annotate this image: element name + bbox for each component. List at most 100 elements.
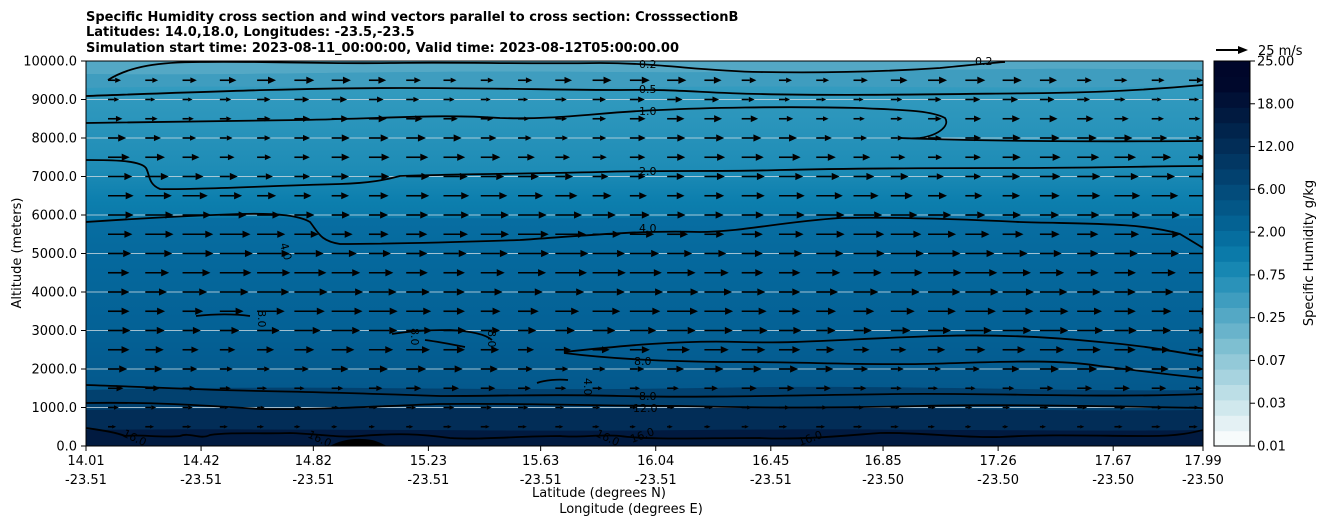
wind-arrow-head [1011, 365, 1020, 373]
wind-arrow-head [1163, 307, 1172, 315]
wind-vectors [108, 76, 1214, 429]
wind-arrow-head [264, 96, 271, 103]
wind-arrow-head [297, 405, 302, 410]
wind-arrow-head [380, 134, 389, 142]
wind-arrow-head [1127, 307, 1136, 315]
wind-arrow-head [977, 76, 986, 84]
wind-arrow-head [530, 307, 539, 315]
contour-line [424, 339, 466, 348]
wind-arrow-head [454, 365, 463, 373]
quiver-key-label: 25 m/s [1258, 44, 1303, 59]
wind-arrow-head [1165, 288, 1174, 296]
wind-arrow-head [974, 192, 983, 200]
wind-arrow-head [228, 346, 236, 353]
wind-arrow-head [1156, 424, 1161, 429]
wind-arrow-head [525, 77, 533, 84]
wind-arrow-head [458, 249, 467, 258]
wind-arrow-head [616, 288, 625, 296]
wind-arrow-head [1012, 192, 1021, 200]
wind-arrow-head [260, 424, 265, 429]
wind-arrow-head [754, 230, 763, 238]
contour-label: 12.0 [633, 402, 658, 415]
wind-arrow-head [750, 115, 759, 123]
wind-arrow-head [541, 249, 550, 258]
wind-arrow-head [561, 386, 567, 391]
wind-arrow-head [226, 135, 233, 141]
wind-arrow-head [1193, 424, 1198, 429]
wind-arrow-head [271, 326, 280, 335]
wind-arrow-head [822, 405, 828, 410]
wind-arrow-head [341, 153, 350, 161]
wind-arrow-head [1025, 307, 1034, 315]
contour-line [86, 427, 1203, 440]
wind-arrow-head [638, 115, 646, 122]
wind-arrow-head [826, 346, 835, 354]
colorbar-tick-label: 12.00 [1257, 140, 1294, 155]
wind-arrow-head [121, 307, 130, 315]
wind-arrow-head [716, 172, 725, 181]
y-tick-label: 1000.0 [32, 401, 78, 416]
wind-arrow-head [1172, 211, 1181, 219]
y-tick-label: 5000.0 [32, 247, 78, 262]
contour-line [536, 378, 569, 384]
wind-arrow-head [485, 424, 490, 429]
wind-arrow-head [1206, 288, 1214, 295]
wind-arrow-head [897, 366, 904, 372]
wind-arrow-head [525, 385, 531, 391]
wind-arrow-head [795, 172, 804, 181]
wind-arrow-head [931, 405, 936, 410]
quiver-key-arrowhead [1238, 46, 1248, 54]
wind-arrow-head [638, 154, 646, 161]
contour-label: 0.5 [639, 83, 657, 96]
wind-arrow-head [1167, 172, 1176, 181]
wind-arrow-head [338, 385, 344, 391]
wind-arrow-head [914, 269, 923, 277]
wind-arrow-head [205, 249, 214, 258]
wind-arrow-head [205, 230, 214, 238]
wind-arrow-head [492, 153, 501, 161]
wind-arrow-head [451, 115, 458, 122]
wind-arrow-head [724, 326, 733, 335]
wind-arrow-head [757, 346, 766, 354]
wind-arrow-head [165, 230, 174, 238]
wind-arrow-head [1051, 211, 1060, 219]
wind-arrow-head [1012, 211, 1021, 219]
wind-arrow-head [449, 405, 455, 410]
wind-arrow-head [119, 365, 128, 373]
y-tick-label: 0.0 [56, 440, 77, 455]
wind-arrow-head [1130, 172, 1139, 181]
wind-arrow-head [676, 172, 685, 181]
x-tick-label-lat: 16.45 [752, 454, 789, 469]
wind-arrow-head [419, 230, 428, 238]
wind-arrow-head [563, 346, 571, 353]
wind-arrow-head [970, 386, 976, 391]
wind-arrow-head [911, 288, 920, 296]
contour-label: 8.0 [408, 328, 421, 346]
wind-arrow-head [488, 385, 496, 392]
wind-arrow-head [118, 134, 127, 142]
wind-arrow-head [342, 76, 351, 84]
x-tick-label-lat: 14.42 [182, 454, 219, 469]
wind-arrow-head [783, 424, 788, 429]
colorbar-segment [1214, 138, 1250, 154]
wind-arrow-head [1090, 230, 1099, 238]
wind-arrow-head [1132, 192, 1141, 200]
wind-arrow-head [715, 211, 724, 219]
wind-arrow-head [1163, 326, 1172, 335]
wind-arrow-head [113, 405, 119, 410]
wind-arrow-head [968, 405, 973, 410]
plot-area [86, 61, 1214, 446]
wind-arrow-head [456, 346, 465, 354]
wind-arrow-head [560, 405, 565, 410]
wind-arrow-head [595, 424, 600, 429]
contour-label: 8.0 [639, 390, 657, 403]
wind-arrow-head [415, 115, 423, 123]
x-tick-label-lon: -23.51 [750, 473, 792, 488]
colorbar-segment [1214, 415, 1250, 432]
contour-line [86, 401, 1203, 411]
wind-arrow-head [152, 77, 159, 83]
wind-arrow-head [866, 307, 875, 315]
wind-arrow-head [381, 172, 390, 181]
wind-arrow-head [306, 211, 315, 219]
contour-line [195, 313, 251, 317]
